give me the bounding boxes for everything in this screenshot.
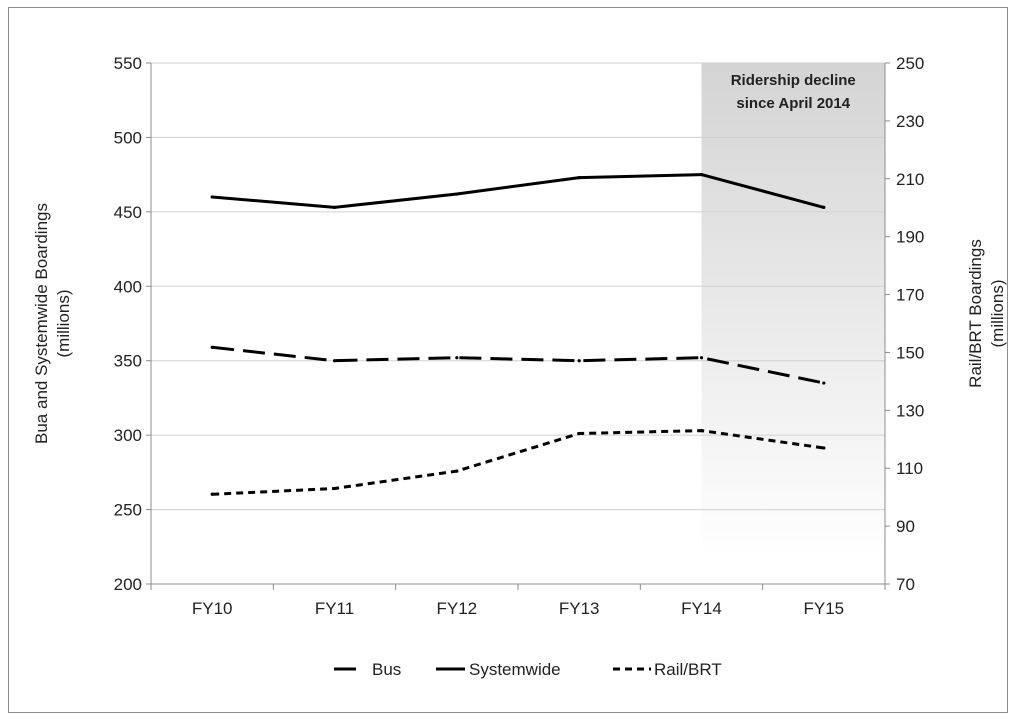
left-tick-label: 250 [114, 501, 142, 520]
data-point-rail-brt-fy10 [210, 492, 214, 496]
right-axis-title-line1: Rail/BRT Boardings [966, 239, 985, 388]
data-point-rail-brt-fy15 [822, 446, 826, 450]
data-point-systemwide-fy10 [210, 195, 214, 199]
left-tick-label: 450 [114, 203, 142, 222]
x-tick-label: FY13 [559, 599, 600, 618]
right-tick-label: 130 [896, 401, 924, 420]
x-tick-label: FY15 [804, 599, 845, 618]
left-tick-label: 400 [114, 277, 142, 296]
left-tick-label: 550 [114, 54, 142, 73]
right-tick-label: 150 [896, 343, 924, 362]
highlight-label-line2: since April 2014 [736, 95, 850, 112]
right-tick-label: 250 [896, 54, 924, 73]
data-point-systemwide-fy12 [455, 192, 459, 196]
left-axis-title-line2: (millions) [54, 290, 73, 358]
legend-label-systemwide: Systemwide [469, 660, 561, 679]
left-tick-label: 500 [114, 128, 142, 147]
data-point-rail-brt-fy14 [699, 428, 704, 433]
legend-label-rail-brt: Rail/BRT [654, 660, 722, 679]
data-point-bus-fy11 [332, 359, 337, 363]
data-point-bus-fy13 [577, 359, 581, 363]
left-tick-label: 350 [114, 352, 142, 371]
data-point-rail-brt-fy13 [577, 431, 581, 436]
left-tick-label: 200 [114, 575, 142, 594]
data-point-systemwide-fy15 [822, 205, 826, 209]
series-line-bus [212, 345, 825, 385]
right-tick-label: 190 [896, 228, 924, 247]
legend-label-bus: Bus [372, 660, 401, 679]
data-point-rail-brt-fy11 [332, 486, 337, 491]
right-axis-title-line2: (millions) [988, 280, 1007, 348]
right-tick-label: 170 [896, 286, 924, 305]
right-tick-label: 70 [896, 575, 915, 594]
series-line-systemwide [212, 173, 825, 209]
data-point-systemwide-fy11 [332, 205, 337, 209]
ridership-chart: 200 250 300 350 400 450 500 550 70 90 110 130 150 170… [32, 54, 1007, 679]
data-point-rail-brt-fy12 [455, 469, 459, 473]
x-tick-label: FY11 [315, 599, 354, 618]
x-tick-label: FY12 [437, 599, 478, 618]
data-point-systemwide-fy14 [699, 173, 704, 177]
data-point-bus-fy10 [210, 345, 214, 349]
right-tick-label: 210 [896, 170, 924, 189]
data-point-bus-fy12 [455, 356, 459, 360]
left-tick-label: 300 [114, 426, 142, 445]
x-tick-label: FY10 [192, 599, 233, 618]
data-point-systemwide-fy13 [577, 176, 581, 180]
highlight-band [701, 63, 885, 559]
highlight-label-line1: Ridership decline [731, 72, 856, 89]
right-tick-label: 90 [896, 517, 915, 536]
chart-frame: 200 250 300 350 400 450 500 550 70 90 110 130 150 170… [8, 7, 1008, 713]
left-axis-title-line1: Bua and Systemwide Boardings [32, 203, 51, 444]
right-tick-label: 110 [896, 459, 923, 478]
series-line-rail-brt [212, 429, 825, 496]
data-point-bus-fy14 [699, 356, 704, 360]
x-tick-label: FY14 [681, 599, 722, 618]
right-tick-label: 230 [896, 112, 924, 131]
data-point-bus-fy15 [822, 381, 826, 385]
